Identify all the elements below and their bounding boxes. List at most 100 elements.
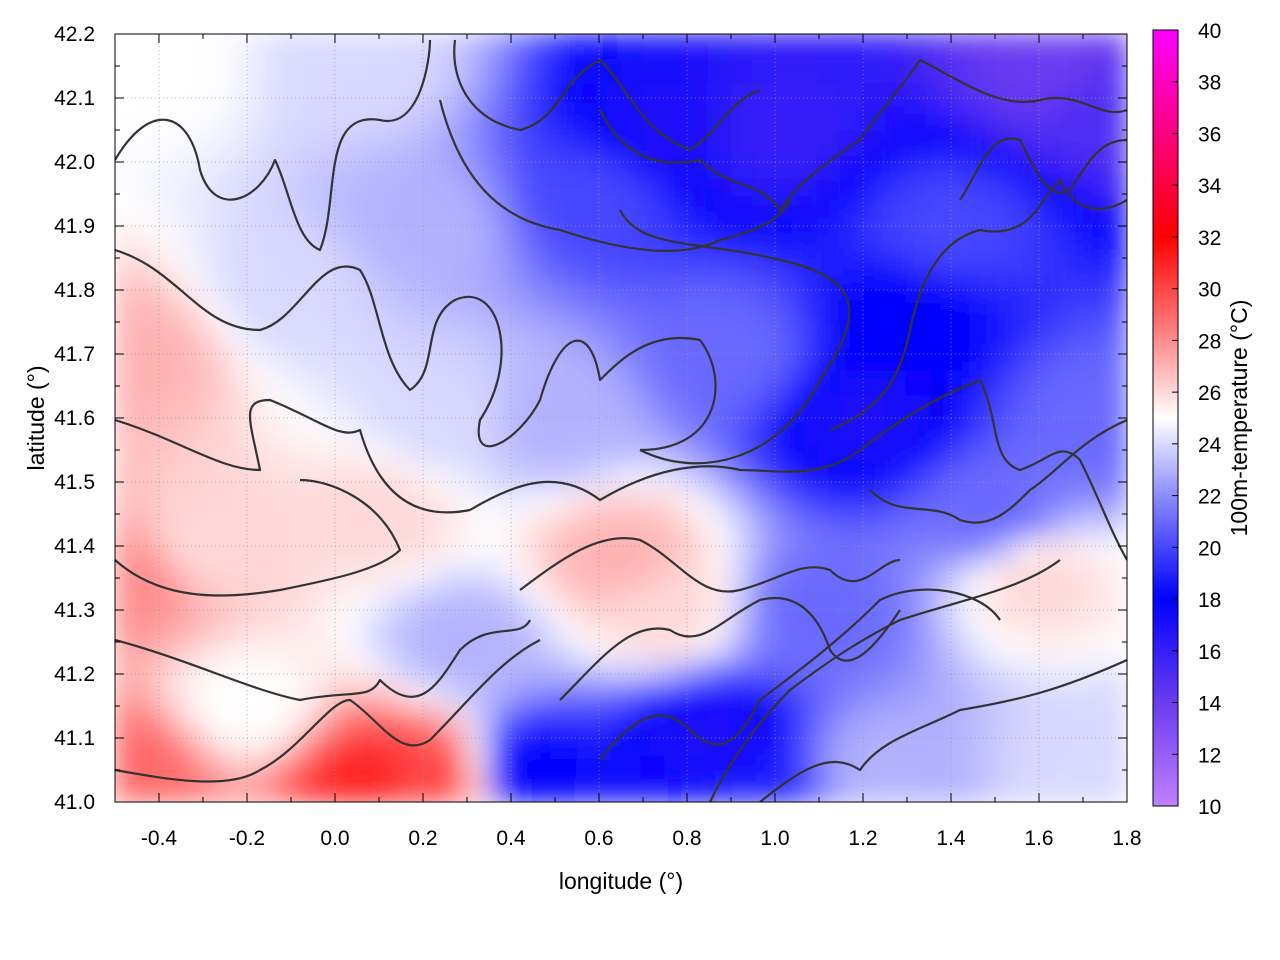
field-cell — [1104, 753, 1127, 779]
field-cell — [290, 513, 314, 539]
field-cell — [796, 105, 820, 131]
field-cell — [994, 249, 1018, 275]
field-cell — [180, 633, 204, 659]
field-cell — [598, 585, 622, 611]
field-cell — [444, 81, 468, 107]
field-cell — [136, 153, 160, 179]
field-cell — [532, 537, 556, 563]
field-cell — [796, 729, 820, 755]
field-cell — [840, 57, 864, 83]
field-cell — [796, 273, 820, 299]
field-cell — [488, 705, 512, 731]
field-cell — [466, 297, 490, 323]
field-cell — [598, 417, 622, 443]
contour-line — [115, 248, 717, 452]
field-cell — [246, 513, 270, 539]
field-cell — [906, 369, 930, 395]
field-cell — [906, 681, 930, 707]
field-cell — [818, 369, 842, 395]
field-cell — [686, 177, 710, 203]
field-cell — [268, 561, 292, 587]
field-cell — [840, 777, 864, 802]
field-cell — [686, 81, 710, 107]
field-cell — [224, 129, 248, 155]
field-cell — [268, 345, 292, 371]
field-cell — [246, 105, 270, 131]
field-cell — [488, 633, 512, 659]
field-cell — [268, 441, 292, 467]
field-cell — [928, 201, 952, 227]
field-cell — [1060, 585, 1084, 611]
field-cell — [554, 777, 578, 802]
field-cell — [950, 321, 974, 347]
field-cell — [356, 657, 380, 683]
field-cell — [994, 34, 1018, 59]
field-cell — [1038, 537, 1062, 563]
field-cell — [1060, 753, 1084, 779]
field-cell — [488, 129, 512, 155]
x-axis: -0.4 -0.2 0.0 0.2 0.4 0.6 0.8 1.0 1.2 1.4 1.6 1.8 — [114, 34, 1142, 850]
field-cell — [774, 633, 798, 659]
field-cell — [268, 81, 292, 107]
field-cell — [1104, 177, 1127, 203]
field-cell — [752, 249, 776, 275]
field-cell — [950, 489, 974, 515]
field-cell — [180, 321, 204, 347]
field-cell — [158, 657, 182, 683]
field-cell — [180, 177, 204, 203]
field-cell — [950, 297, 974, 323]
field-cell — [488, 777, 512, 802]
field-cell — [202, 249, 226, 275]
field-cell — [202, 273, 226, 299]
field-cell — [796, 705, 820, 731]
field-cell — [928, 105, 952, 131]
field-cell — [532, 34, 556, 59]
field-cell — [466, 513, 490, 539]
field-cell — [620, 441, 644, 467]
field-cell — [1060, 177, 1084, 203]
field-cell — [312, 201, 336, 227]
field-cell — [906, 177, 930, 203]
field-cell — [906, 129, 930, 155]
field-cell — [510, 729, 534, 755]
field-cell — [224, 537, 248, 563]
field-cell — [642, 561, 666, 587]
field-cell — [312, 297, 336, 323]
field-cell — [642, 681, 666, 707]
field-cell — [620, 561, 644, 587]
field-cell — [444, 537, 468, 563]
field-cell — [510, 249, 534, 275]
field-cell — [1038, 561, 1062, 587]
field-cell — [928, 81, 952, 107]
field-cell — [356, 321, 380, 347]
field-cell — [202, 129, 226, 155]
field-cell — [115, 777, 138, 802]
field-cell — [862, 273, 886, 299]
field-cell — [884, 249, 908, 275]
field-cell — [1060, 561, 1084, 587]
field-cell — [158, 249, 182, 275]
field-cell — [532, 129, 556, 155]
field-cell — [554, 753, 578, 779]
field-cell — [290, 369, 314, 395]
field-cell — [466, 81, 490, 107]
field-cell — [1082, 81, 1106, 107]
field-cell — [1104, 489, 1127, 515]
field-cell — [708, 417, 732, 443]
field-cell — [884, 273, 908, 299]
field-cell — [444, 34, 468, 59]
field-cell — [928, 177, 952, 203]
field-cell — [290, 777, 314, 802]
field-cell — [180, 249, 204, 275]
field-cell — [928, 729, 952, 755]
field-cell — [224, 417, 248, 443]
x-tick-label: 1.0 — [760, 827, 789, 850]
field-cell — [796, 225, 820, 251]
field-cell — [642, 417, 666, 443]
field-cell — [202, 369, 226, 395]
field-cell — [532, 609, 556, 635]
field-cell — [268, 657, 292, 683]
field-cell — [224, 681, 248, 707]
field-cell — [136, 513, 160, 539]
contour-line — [709, 559, 1061, 802]
